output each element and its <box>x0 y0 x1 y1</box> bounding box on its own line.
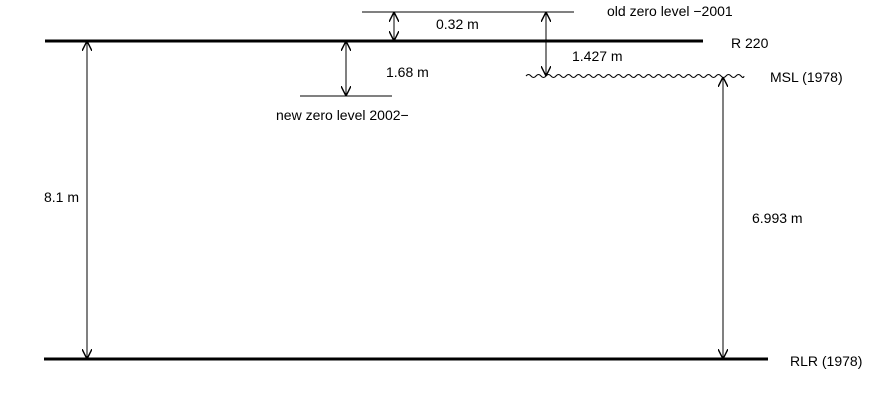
label-rlr: RLR (1978) <box>790 353 862 369</box>
measure-msl-to-rlr: 6.993 m <box>752 210 803 226</box>
label-msl: MSL (1978) <box>770 69 843 85</box>
measure-old-zero-to-msl: 1.427 m <box>572 48 623 64</box>
measure-r220-to-new-zero: 1.68 m <box>386 64 429 80</box>
label-old-zero-level: old zero level −2001 <box>607 3 733 19</box>
msl-wavy-line <box>525 74 745 78</box>
measure-r220-to-rlr: 8.1 m <box>44 189 79 205</box>
label-new-zero-level: new zero level 2002− <box>276 107 409 123</box>
measure-old-zero-to-r220: 0.32 m <box>436 16 479 32</box>
label-r220: R 220 <box>731 35 769 51</box>
